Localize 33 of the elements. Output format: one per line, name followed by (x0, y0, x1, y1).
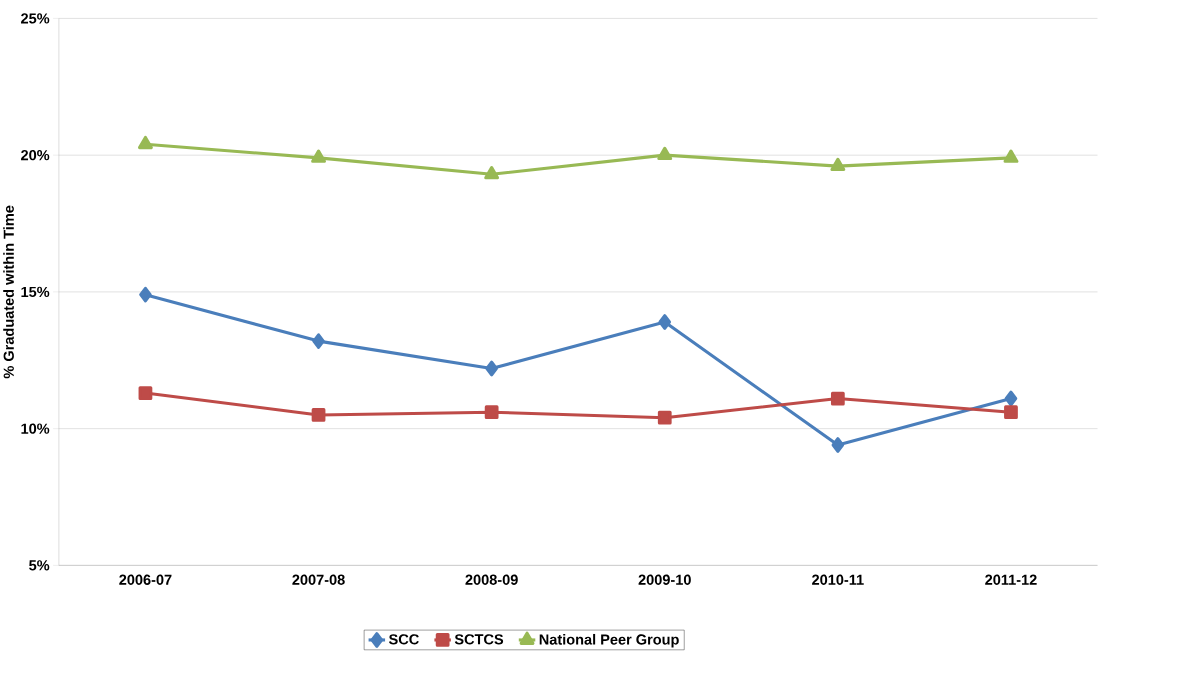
point (657, 410, 672, 425)
point (1003, 149, 1019, 163)
legend-label: SCC (388, 634, 419, 645)
point (312, 333, 325, 349)
point (658, 314, 672, 330)
y-tick-label: 15% (21, 286, 50, 298)
x-tick-label: 2009-10 (638, 574, 691, 585)
y-tick-label: 20% (21, 150, 50, 161)
point (138, 386, 153, 400)
point (138, 135, 153, 150)
y-tick-label: 5% (29, 560, 50, 571)
x-tick-label: 2006-07 (119, 574, 172, 585)
point (485, 360, 498, 377)
point (1004, 405, 1018, 420)
point (657, 146, 673, 161)
point (830, 157, 846, 172)
point (484, 165, 500, 180)
legend-label: SCTCS (454, 634, 504, 645)
point (1004, 390, 1018, 407)
y-axis-title: % Graduated within Time (3, 205, 14, 379)
y-tick-label: 10% (21, 423, 50, 434)
point (311, 149, 326, 163)
point (830, 391, 845, 406)
x-tick-label: 2011-12 (985, 574, 1037, 585)
point (484, 405, 499, 420)
legend-label: National Peer Group (539, 633, 679, 648)
x-tick-label: 2007-08 (292, 574, 345, 585)
x-tick-label: 2010-11 (812, 574, 864, 585)
point (311, 408, 326, 422)
x-tick-label: 2008-09 (465, 574, 518, 585)
y-tick-label: 25% (21, 13, 50, 24)
point (139, 286, 152, 303)
point (831, 437, 845, 453)
